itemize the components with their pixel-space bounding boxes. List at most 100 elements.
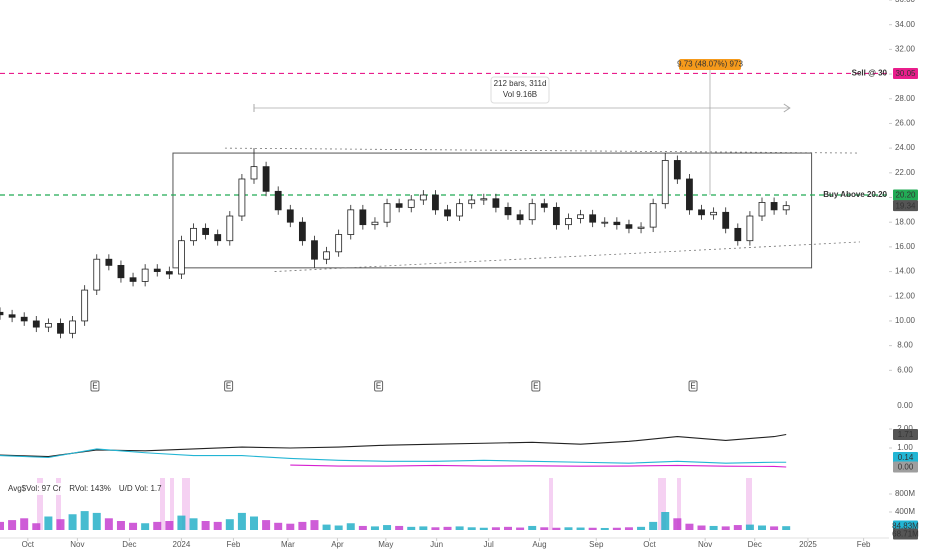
volume-badge-bg	[893, 528, 918, 540]
candle-body	[432, 194, 439, 211]
indicator-badge: 1.71	[898, 430, 914, 439]
candle-body	[407, 199, 415, 208]
candle-body	[601, 221, 609, 224]
volume-bar	[576, 527, 585, 530]
y-tick-label: 22.00	[895, 168, 916, 177]
level-badge: 20.20	[895, 191, 916, 200]
volume-bar	[552, 527, 561, 530]
volume-bar	[564, 527, 573, 530]
candle-body	[613, 221, 621, 226]
x-tick-label: Feb	[227, 540, 241, 549]
candle-body	[649, 203, 657, 228]
candle-body	[202, 227, 210, 235]
volume-bar	[697, 525, 706, 530]
volume-bar	[213, 521, 222, 530]
candle-body	[734, 227, 742, 242]
y-tick-label: 12.00	[895, 291, 916, 300]
y-tick-label: 8.00	[897, 341, 913, 350]
volume-bar	[782, 526, 791, 530]
volume-bar	[177, 515, 186, 530]
volume-bar	[612, 527, 621, 530]
volume-bar	[141, 523, 150, 530]
candle-body	[661, 160, 669, 205]
volume-bar	[685, 523, 694, 530]
candle-body	[226, 215, 234, 242]
x-tick-label: Jul	[484, 540, 494, 549]
y-tick-label: 10.00	[895, 316, 916, 325]
candle-body	[395, 203, 403, 208]
earnings-marker	[531, 380, 541, 392]
y-tick-label: 18.00	[895, 217, 916, 226]
volume-bar	[758, 525, 766, 530]
volume-bar	[600, 527, 609, 530]
candle-body	[504, 206, 512, 216]
y-tick-label: 1.00	[897, 443, 913, 452]
indicator-badge-bg	[893, 451, 918, 463]
volume-bar	[709, 525, 718, 530]
volume-bar	[395, 525, 404, 530]
y-tick-label: 36.00	[895, 0, 916, 4]
x-tick-label: Oct	[643, 540, 656, 549]
candle-body	[105, 258, 113, 266]
volume-highlights	[37, 478, 752, 530]
volume-bar	[262, 520, 271, 530]
candle-body	[323, 251, 330, 260]
candle-body	[262, 166, 270, 192]
volume-bar	[721, 526, 730, 530]
y-tick-label: 14.00	[895, 267, 916, 276]
candle-body	[129, 277, 137, 282]
volume-stat: RVol: 143%	[69, 484, 111, 493]
candle-body	[698, 209, 705, 216]
candle-body	[32, 320, 40, 328]
measure-box	[490, 76, 550, 104]
volume-bar	[733, 525, 742, 530]
indicator-badge: 0.14	[898, 453, 914, 462]
candle-body	[528, 203, 536, 221]
x-tick-label: Sep	[589, 540, 604, 549]
candle-body	[0, 311, 4, 316]
volume-bar	[153, 521, 162, 530]
candle-body	[214, 234, 222, 242]
volume-bar	[624, 527, 633, 530]
earnings-label: E	[376, 382, 381, 391]
candle-body	[274, 190, 282, 211]
volume-bar	[334, 525, 343, 530]
volume-bar	[649, 521, 658, 530]
candle-body	[419, 194, 427, 201]
candle-body	[552, 206, 560, 226]
y-tick-label: 26.00	[895, 119, 916, 128]
indicator-line	[290, 464, 787, 468]
range-box	[172, 152, 813, 269]
volume-bar	[407, 526, 416, 530]
candle-body	[117, 264, 125, 279]
last-price-badge: 19.34	[895, 201, 916, 210]
volume-bar	[491, 527, 500, 530]
volume-bar	[467, 527, 476, 530]
volume-bar	[346, 523, 355, 530]
candle-body	[722, 211, 730, 229]
y-tick-label: 32.00	[895, 44, 916, 53]
volume-bar	[455, 526, 464, 530]
volume-bar	[165, 521, 174, 530]
candle-body	[758, 202, 766, 217]
candle-body	[637, 226, 645, 229]
candle-body	[565, 218, 572, 226]
candle-body	[359, 209, 367, 226]
volume-bar	[201, 521, 210, 530]
volume-badge: 84.83M	[892, 522, 919, 531]
volume-bar	[431, 527, 440, 530]
candle-body	[238, 178, 246, 217]
candle-body	[44, 323, 52, 328]
y-tick-label: 34.00	[895, 20, 916, 29]
volume-bar	[370, 526, 379, 530]
candle-body	[57, 323, 64, 334]
x-tick-label: Dec	[122, 540, 136, 549]
volume-bar	[504, 526, 512, 530]
indicator-line	[0, 433, 787, 458]
earnings-label: E	[226, 382, 231, 391]
volume-bar	[8, 520, 17, 530]
earnings-marker	[224, 380, 234, 392]
volume-bar	[419, 526, 428, 530]
y-tick-label: 24.00	[895, 143, 916, 152]
